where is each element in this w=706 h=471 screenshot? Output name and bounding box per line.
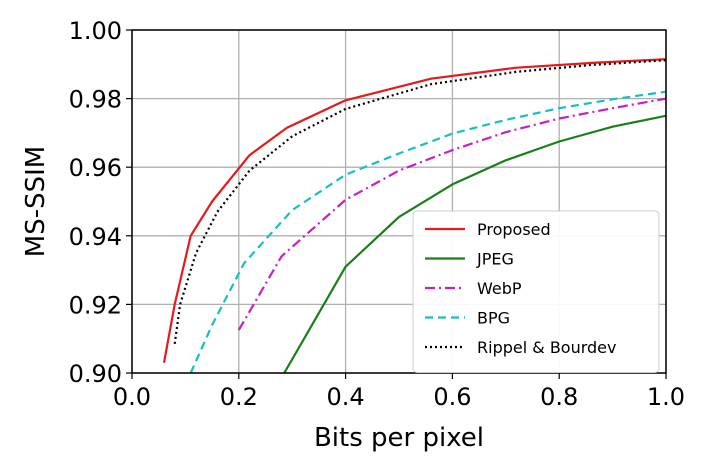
y-axis-title: MS-SSIM xyxy=(21,146,51,257)
y-tick-label: 1.00 xyxy=(69,17,122,45)
series-line-3 xyxy=(189,90,666,373)
x-tick-label: 0.8 xyxy=(540,383,578,411)
series-lines xyxy=(162,58,666,373)
x-tick-label: 0.2 xyxy=(220,383,258,411)
series-line-2 xyxy=(237,97,666,331)
y-tick-label: 0.90 xyxy=(69,360,122,388)
legend-label: JPEG xyxy=(476,250,514,269)
y-tick-label: 0.96 xyxy=(69,154,122,182)
legend-label: BPG xyxy=(477,309,510,328)
legend-label: WebP xyxy=(477,279,522,298)
x-tick-label: 0.4 xyxy=(327,383,365,411)
y-tick-label: 0.92 xyxy=(69,291,122,319)
x-tick-label: 0.6 xyxy=(433,383,471,411)
legend-label: Rippel & Bourdev xyxy=(477,338,616,357)
x-tick-label: 1.0 xyxy=(647,383,685,411)
y-tick-label: 0.98 xyxy=(69,86,122,114)
x-axis-title: Bits per pixel xyxy=(314,423,484,453)
plot-frame xyxy=(131,29,667,374)
series-line-4 xyxy=(173,59,666,344)
legend-label: Proposed xyxy=(477,220,551,239)
legend: Proposed JPEG WebP BPG Rippel & Bourdev xyxy=(412,210,660,373)
y-tick-label: 0.94 xyxy=(69,223,122,251)
axis-ticks: 0.0 0.2 0.4 0.6 0.8 1.0 0.90 0.92 0.94 0.96 0.98 1.… xyxy=(69,17,686,411)
legend-box xyxy=(412,210,660,373)
x-tick-label: 0.0 xyxy=(113,383,151,411)
series-line-0 xyxy=(162,58,666,363)
series-line-1 xyxy=(283,114,666,373)
